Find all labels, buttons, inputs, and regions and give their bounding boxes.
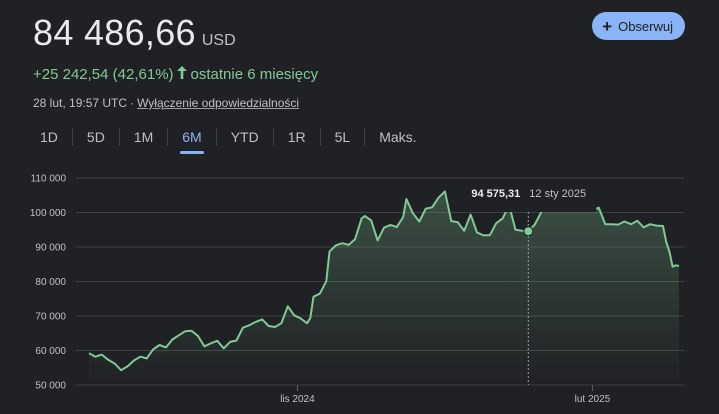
tab-divider (71, 128, 73, 146)
y-tick-label: 80 000 (35, 277, 66, 288)
tab-ytd[interactable]: YTD (230, 129, 259, 145)
y-tick-label: 90 000 (35, 243, 66, 254)
hover-point (523, 226, 534, 237)
tab-6m[interactable]: 6M (168, 122, 215, 154)
tab-divider (272, 128, 274, 146)
tab-divider (118, 128, 120, 146)
tooltip-background (460, 182, 597, 212)
price-header: 84 486,66 USD (33, 12, 236, 54)
arrow-up-icon (176, 66, 187, 83)
tab-5d[interactable]: 5D (86, 129, 105, 145)
y-tick-label: 60 000 (35, 346, 66, 357)
range-tabs: 1D 5D 1M 6M YTD 1R 5L Maks. (26, 122, 431, 154)
tab-1m[interactable]: 1M (133, 129, 154, 145)
follow-button-label: Obserwuj (618, 18, 673, 34)
tab-divider (215, 128, 217, 146)
change-value: +25 242,54 (42,61%) (33, 66, 174, 83)
tab-1d[interactable]: 1D (40, 129, 58, 145)
quote-meta: 28 lut, 19:57 UTC · Wyłączenie odpowiedzia… (33, 96, 299, 110)
x-tick-label: lut 2025 (575, 394, 611, 405)
plus-icon: + (602, 16, 613, 36)
price-change: +25 242,54 (42,61%) ostatnie 6 miesięcy (33, 66, 318, 83)
y-tick-label: 110 000 (31, 174, 67, 185)
tab-divider (167, 128, 169, 146)
change-period: ostatnie 6 miesięcy (190, 66, 319, 83)
tooltip-value: 94 575,31 (471, 188, 520, 200)
y-tick-label: 50 000 (35, 381, 66, 392)
tab-divider (319, 128, 321, 146)
current-price: 84 486,66 (33, 12, 196, 53)
x-tick-label: lis 2024 (280, 394, 315, 405)
follow-button[interactable]: + Obserwuj (592, 12, 685, 40)
price-chart[interactable]: 110 000 100 000 90 000 80 000 70 000 60 000 50… (0, 160, 719, 414)
currency-label: USD (201, 32, 236, 49)
tab-max[interactable]: Maks. (379, 129, 417, 145)
price-area-fill (89, 191, 679, 385)
meta-separator: · (130, 96, 135, 110)
tooltip-date: 12 sty 2025 (529, 188, 586, 200)
timestamp: 28 lut, 19:57 UTC (33, 96, 128, 110)
disclaimer-link[interactable]: Wyłączenie odpowiedzialności (137, 96, 300, 110)
tab-5l[interactable]: 5L (334, 129, 351, 145)
y-tick-label: 70 000 (35, 312, 66, 323)
tab-1r[interactable]: 1R (287, 129, 306, 145)
y-tick-label: 100 000 (30, 208, 67, 219)
tab-divider (364, 128, 366, 146)
